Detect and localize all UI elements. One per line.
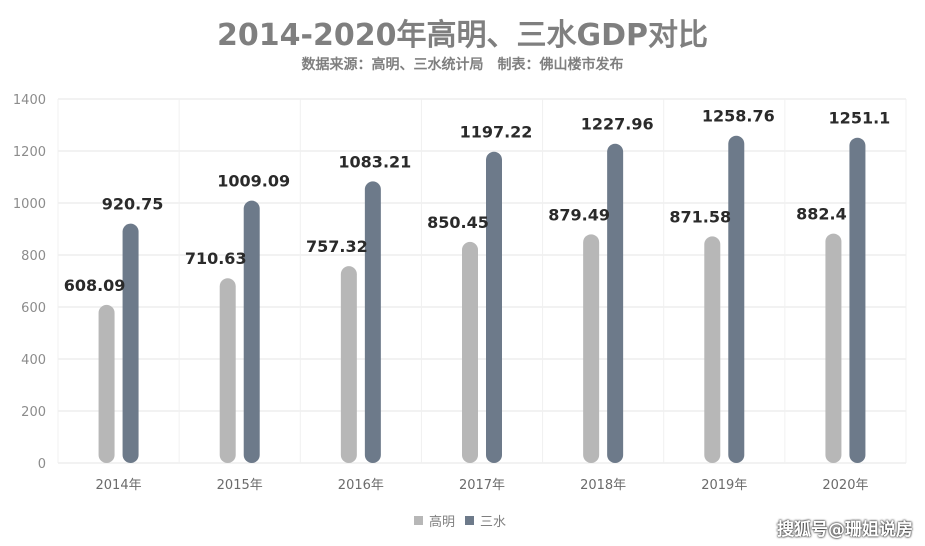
data-label: 1009.09 — [217, 172, 290, 191]
x-tick-label: 2018年 — [580, 478, 626, 493]
x-tick-label: 2019年 — [701, 478, 747, 493]
y-tick-label: 200 — [21, 405, 46, 420]
legend-label-series2: 三水 — [480, 515, 507, 530]
y-tick-label: 800 — [21, 249, 46, 264]
bar-series2 — [728, 135, 745, 463]
bar-series2 — [849, 137, 866, 464]
y-tick-label: 400 — [21, 353, 46, 368]
y-tick-label: 1000 — [13, 197, 46, 212]
bars — [98, 135, 866, 464]
data-label: 920.75 — [102, 195, 164, 214]
bar-series2 — [122, 223, 139, 463]
data-label: 850.45 — [427, 213, 489, 232]
bar-series1 — [462, 241, 478, 463]
x-axis-ticks: 2014年 2015年 2016年 2017年 2018年 2019年 2020年 — [96, 478, 869, 493]
bar-series2 — [486, 151, 502, 464]
data-label: 871.58 — [669, 207, 731, 226]
bar-series1 — [825, 233, 842, 463]
y-tick-label: 600 — [21, 301, 46, 316]
legend-label-series1: 高明 — [429, 515, 456, 530]
y-tick-label: 0 — [38, 457, 46, 472]
data-label: 608.09 — [64, 276, 126, 295]
chart-subtitle: 数据来源：高明、三水统计局 制表：佛山楼市发布 — [301, 57, 624, 73]
watermark: 搜狐号@珊姐说房 — [777, 520, 913, 540]
y-tick-label: 1400 — [13, 93, 46, 108]
bar-series1 — [704, 236, 721, 463]
data-labels: 608.09 920.75 710.63 1009.09 757.32 1083.21 85… — [64, 107, 891, 295]
legend-swatch-series2 — [465, 516, 475, 525]
bar-series1 — [583, 234, 600, 463]
x-tick-label: 2020年 — [822, 478, 868, 493]
data-label: 1083.21 — [338, 152, 411, 171]
data-label: 1258.76 — [702, 107, 775, 126]
data-label: 1251.1 — [829, 109, 891, 128]
bar-series2 — [607, 143, 624, 463]
data-label: 1197.22 — [460, 123, 533, 142]
bar-series2 — [364, 181, 381, 463]
bar-series1 — [98, 304, 115, 463]
data-label: 1227.96 — [581, 115, 654, 134]
chart-title: 2014-2020年高明、三水GDP对比 — [217, 18, 708, 53]
y-axis-ticks: 0 200 400 600 800 1000 1200 1400 — [13, 93, 46, 472]
bar-series1 — [219, 278, 236, 463]
legend-swatch-series1 — [414, 516, 423, 525]
y-tick-label: 1200 — [13, 145, 46, 160]
x-tick-label: 2017年 — [459, 478, 505, 493]
bar-series2 — [243, 200, 260, 463]
x-tick-label: 2014年 — [96, 478, 142, 493]
data-label: 710.63 — [185, 249, 247, 268]
data-label: 757.32 — [306, 237, 368, 256]
x-tick-label: 2015年 — [217, 478, 263, 493]
x-tick-label: 2016年 — [338, 478, 384, 493]
legend: 高明 三水 — [414, 511, 506, 530]
gridlines — [57, 98, 907, 464]
data-label: 882.4 — [796, 205, 847, 224]
data-label: 879.49 — [548, 205, 610, 224]
bar-series1 — [340, 266, 357, 463]
